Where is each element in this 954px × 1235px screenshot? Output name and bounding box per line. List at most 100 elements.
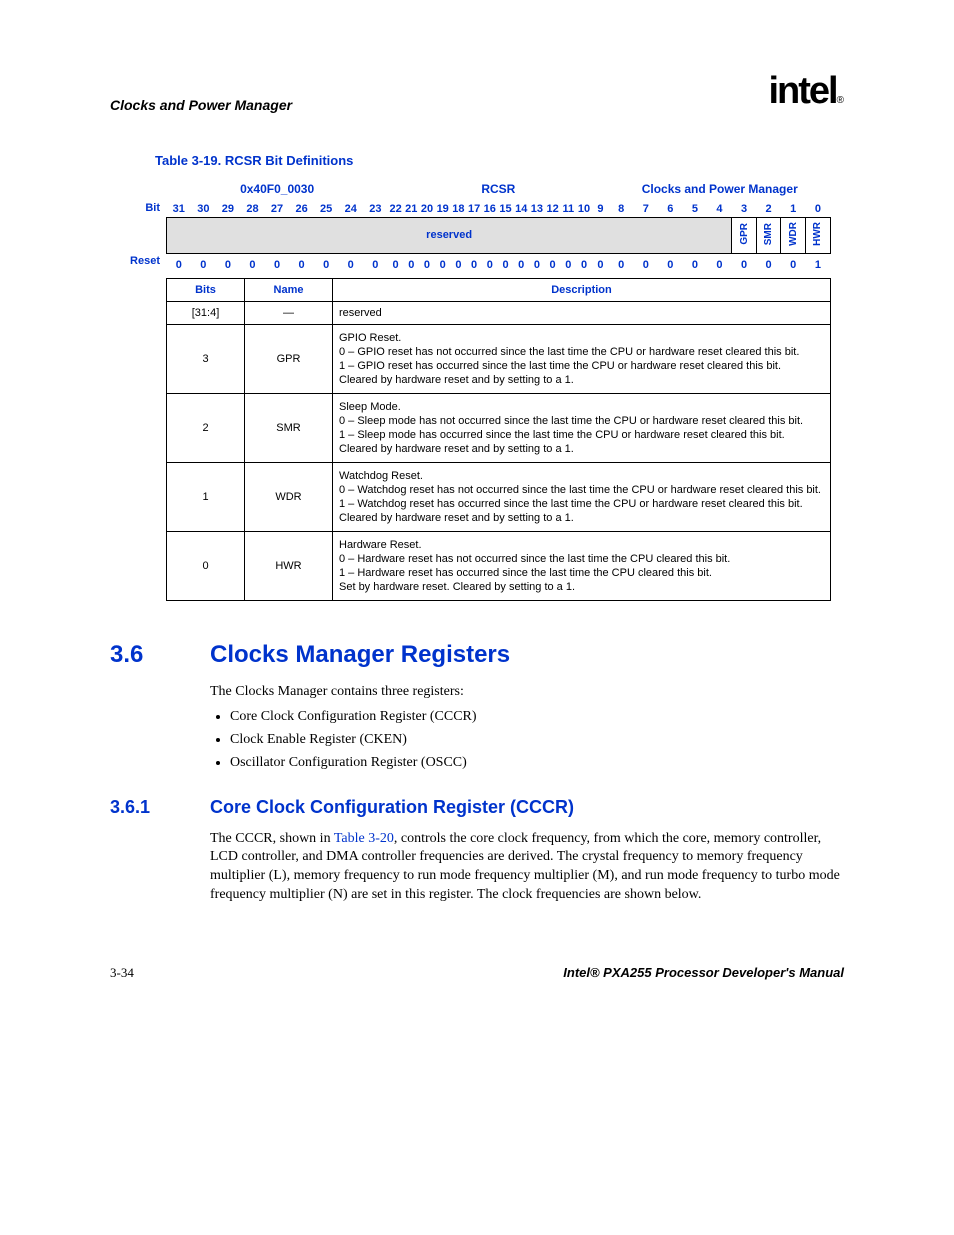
page-header: Clocks and Power Manager intel® <box>110 70 844 113</box>
bit-definition-block: Bit Reset 0x40F0_0030 RCSR Clocks and Po… <box>110 178 844 601</box>
col-description: Description <box>333 279 831 302</box>
bit-number-cell: 4 <box>707 201 732 218</box>
name-cell: WDR <box>245 463 333 532</box>
register-name: RCSR <box>388 178 609 201</box>
reset-value-cell: 0 <box>560 253 576 272</box>
reset-value-cell: 0 <box>576 253 592 272</box>
reset-value-cell: 0 <box>314 253 339 272</box>
reset-value-cell: 0 <box>633 253 658 272</box>
bit-number-cell: 11 <box>560 201 576 218</box>
field-gpr: GPR <box>732 218 757 254</box>
bit-number-cell: 24 <box>338 201 363 218</box>
subsection-number: 3.6.1 <box>110 797 210 818</box>
section-3-6-heading: 3.6 Clocks Manager Registers <box>110 641 844 669</box>
reset-value-cell: 0 <box>609 253 634 272</box>
register-module: Clocks and Power Manager <box>609 178 831 201</box>
description-cell: GPIO Reset.0 – GPIO reset has not occurr… <box>333 325 831 394</box>
table-row: 0HWRHardware Reset.0 – Hardware reset ha… <box>167 532 831 601</box>
name-cell: SMR <box>245 394 333 463</box>
page-footer: 3-34 Intel® PXA255 Processor Developer's… <box>110 965 844 981</box>
bit-number-cell: 8 <box>609 201 634 218</box>
reset-value-cell: 0 <box>216 253 241 272</box>
bit-number-cell: 5 <box>683 201 708 218</box>
name-cell: GPR <box>245 325 333 394</box>
section-3-6-1-heading: 3.6.1 Core Clock Configuration Register … <box>110 797 844 818</box>
bit-number-cell: 10 <box>576 201 592 218</box>
register-list: Core Clock Configuration Register (CCCR)… <box>230 708 844 773</box>
table-3-20-link[interactable]: Table 3-20 <box>334 831 394 846</box>
subsection-title-text: Core Clock Configuration Register (CCCR) <box>210 797 574 818</box>
section-3-6-body: The Clocks Manager contains three regist… <box>210 683 844 773</box>
para-pre: The CCCR, shown in <box>210 831 334 846</box>
section-number: 3.6 <box>110 641 210 669</box>
bit-number-cell: 6 <box>658 201 683 218</box>
reserved-field: reserved <box>167 218 732 254</box>
logo-registered: ® <box>837 95 844 106</box>
bit-number-cell: 21 <box>403 201 419 218</box>
bits-cell: 2 <box>167 394 245 463</box>
section-title: Clocks and Power Manager <box>110 97 292 113</box>
bit-number-cell: 28 <box>240 201 265 218</box>
manual-title: Intel® PXA255 Processor Developer's Manu… <box>563 965 844 981</box>
bit-fields-row: reserved GPR SMR WDR HWR <box>167 218 831 254</box>
section-title-text: Clocks Manager Registers <box>210 641 510 669</box>
field-hwr: HWR <box>805 218 830 254</box>
description-cell: Hardware Reset.0 – Hardware reset has no… <box>333 532 831 601</box>
field-wdr: WDR <box>781 218 806 254</box>
page: Clocks and Power Manager intel® Table 3-… <box>0 0 954 1031</box>
table-row: 3GPRGPIO Reset.0 – GPIO reset has not oc… <box>167 325 831 394</box>
reset-value-cell: 0 <box>498 253 514 272</box>
bit-number-cell: 29 <box>216 201 241 218</box>
bit-number-cell: 1 <box>781 201 806 218</box>
bit-number-cell: 19 <box>435 201 451 218</box>
intro-text: The Clocks Manager contains three regist… <box>210 684 464 699</box>
reset-value-cell: 0 <box>338 253 363 272</box>
bit-number-cell: 2 <box>756 201 781 218</box>
register-header-row: 0x40F0_0030 RCSR Clocks and Power Manage… <box>167 178 831 201</box>
bit-number-cell: 0 <box>805 201 830 218</box>
reset-value-cell: 0 <box>466 253 482 272</box>
bit-number-cell: 26 <box>289 201 314 218</box>
reset-value-cell: 0 <box>388 253 404 272</box>
table-caption: Table 3-19. RCSR Bit Definitions <box>155 153 844 168</box>
reset-value-cell: 1 <box>805 253 830 272</box>
bit-number-cell: 23 <box>363 201 388 218</box>
page-number: 3-34 <box>110 965 134 981</box>
bit-number-cell: 14 <box>513 201 529 218</box>
bit-row-label: Bit <box>110 200 166 216</box>
reset-value-cell: 0 <box>191 253 216 272</box>
bit-number-cell: 7 <box>633 201 658 218</box>
bit-numbers-row: 3130292827262524232221201918171615141312… <box>167 201 831 218</box>
reset-value-cell: 0 <box>707 253 732 272</box>
row-labels-column: Bit Reset <box>110 178 166 272</box>
reset-value-cell: 0 <box>513 253 529 272</box>
reset-value-cell: 0 <box>482 253 498 272</box>
description-cell: reserved <box>333 302 831 325</box>
bit-number-cell: 20 <box>419 201 435 218</box>
col-name: Name <box>245 279 333 302</box>
col-bits: Bits <box>167 279 245 302</box>
list-item: Clock Enable Register (CKEN) <box>230 731 844 750</box>
bit-number-cell: 15 <box>498 201 514 218</box>
reset-value-cell: 0 <box>363 253 388 272</box>
bits-cell: 3 <box>167 325 245 394</box>
intel-logo: intel® <box>769 70 845 113</box>
bit-number-cell: 12 <box>545 201 561 218</box>
reset-value-cell: 0 <box>781 253 806 272</box>
reset-value-cell: 0 <box>240 253 265 272</box>
logo-text: intel <box>769 70 837 112</box>
name-cell: — <box>245 302 333 325</box>
section-3-6-1-body: The CCCR, shown in Table 3-20, controls … <box>210 830 844 906</box>
bit-number-cell: 17 <box>466 201 482 218</box>
register-address: 0x40F0_0030 <box>167 178 388 201</box>
bit-number-cell: 25 <box>314 201 339 218</box>
reset-values-row: 00000000000000000000000000000001 <box>167 253 831 272</box>
bit-number-cell: 18 <box>451 201 467 218</box>
table-row: 1WDRWatchdog Reset.0 – Watchdog reset ha… <box>167 463 831 532</box>
reset-value-cell: 0 <box>658 253 683 272</box>
bit-number-cell: 13 <box>529 201 545 218</box>
list-item: Oscillator Configuration Register (OSCC) <box>230 754 844 773</box>
reset-value-cell: 0 <box>167 253 192 272</box>
reset-value-cell: 0 <box>545 253 561 272</box>
reset-row-label: Reset <box>110 250 166 272</box>
